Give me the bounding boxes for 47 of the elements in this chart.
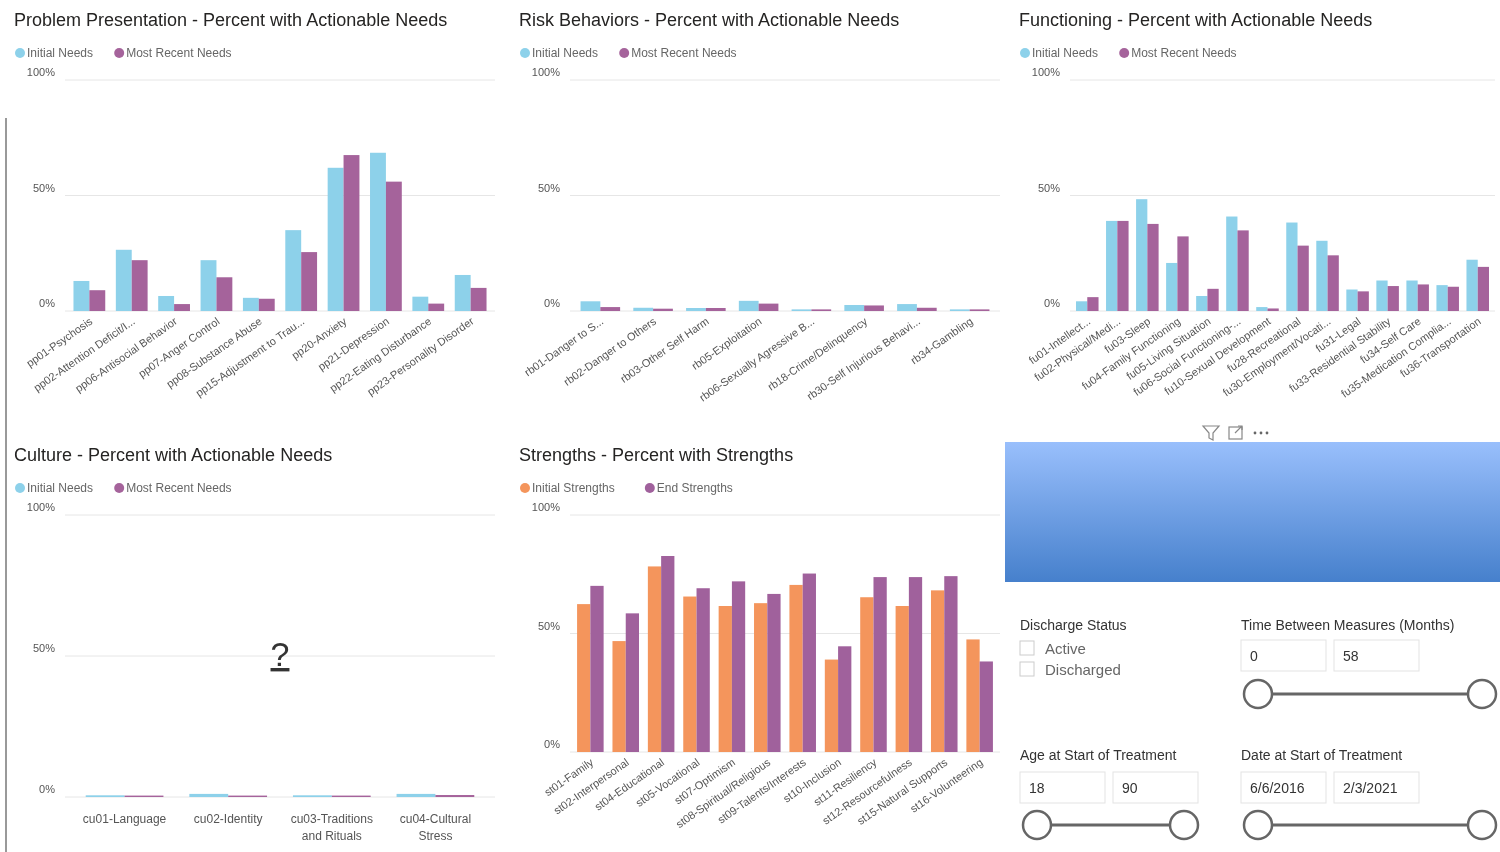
text: 0: [1250, 648, 1258, 664]
legend-label: Initial Needs: [532, 46, 599, 60]
chart-title: Functioning - Percent with Actionable Needs: [1019, 10, 1373, 30]
y-tick-label: 100%: [531, 501, 561, 513]
y-tick-label: 100%: [26, 501, 56, 513]
legend-label: Most Recent Needs: [631, 46, 737, 60]
y-tick-label: 50%: [32, 642, 56, 654]
y-tick-label: 50%: [1037, 181, 1061, 194]
y-tick-label: 0%: [1044, 297, 1061, 309]
text: Age at Start of Treatment: [1020, 747, 1177, 763]
legend-label: Most Recent Needs: [126, 46, 232, 60]
y-tick-label: 0%: [39, 783, 56, 795]
text: Discharge Status: [1020, 617, 1127, 633]
legend-label: Initial Needs: [1032, 46, 1099, 60]
text: Time Between Measures (Months): [1241, 617, 1455, 633]
legend-label: Most Recent Needs: [1131, 46, 1237, 60]
chart-title: Risk Behaviors - Percent with Actionable Needs: [519, 10, 900, 30]
legend-label: Initial Needs: [27, 46, 94, 60]
x-tick-label: cu04-Cultural Stress: [399, 812, 472, 843]
y-tick-label: 50%: [537, 181, 561, 194]
x-tick-label: cu03-Traditions and Rituals: [290, 812, 373, 843]
x-tick-label: cu01-Language: [82, 812, 167, 826]
x-tick-label: cu02-Identity: [193, 812, 263, 826]
annotation: ?: [270, 635, 290, 673]
chart-title: Culture - Percent with Actionable Needs: [14, 445, 333, 465]
y-tick-label: 0%: [39, 297, 56, 309]
legend-label: Most Recent Needs: [126, 481, 232, 495]
y-tick-label: 100%: [531, 66, 561, 78]
text: 58: [1343, 648, 1359, 664]
text: Date at Start of Treatment: [1241, 747, 1403, 763]
y-tick-label: 50%: [537, 619, 561, 632]
text: 90: [1122, 780, 1138, 796]
y-tick-label: 50%: [32, 181, 56, 194]
y-tick-label: 100%: [26, 66, 56, 78]
y-tick-label: 0%: [544, 297, 561, 309]
text: 18: [1029, 780, 1045, 796]
text: Active: [1045, 640, 1086, 657]
text: Discharged: [1045, 661, 1121, 678]
y-tick-label: 100%: [1031, 66, 1061, 78]
legend-label: Initial Needs: [27, 481, 94, 495]
chart-title: Strengths - Percent with Strengths: [519, 445, 794, 465]
y-tick-label: 0%: [544, 738, 561, 750]
legend-label: Initial Strengths: [532, 481, 615, 495]
text: 6/6/2016: [1250, 780, 1305, 796]
chart-title: Problem Presentation - Percent with Actionable Needs: [14, 10, 448, 30]
legend-label: End Strengths: [656, 481, 733, 495]
text: 2/3/2021: [1343, 780, 1398, 796]
